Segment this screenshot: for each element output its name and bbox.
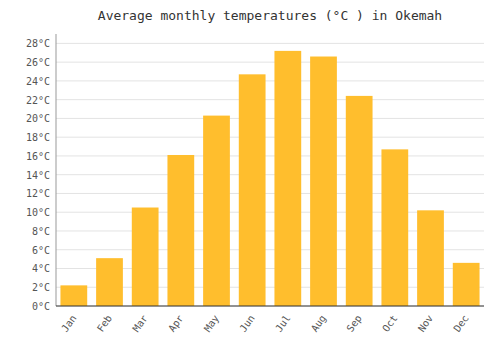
y-tick-label: 2°C <box>32 282 50 293</box>
bar <box>132 208 159 306</box>
grid-line <box>56 137 484 138</box>
y-tick-label: 18°C <box>26 132 50 143</box>
bar <box>381 149 408 306</box>
grid <box>56 43 484 306</box>
grid-line <box>56 80 484 81</box>
grid-line <box>56 174 484 175</box>
bar <box>274 51 301 306</box>
x-tick-label: Jan <box>59 313 78 334</box>
y-tick-label: 10°C <box>26 207 50 218</box>
x-tick-label: Apr <box>166 313 185 334</box>
grid-line <box>56 99 484 100</box>
bar <box>239 74 266 306</box>
x-tick-label: Feb <box>95 313 114 334</box>
y-tick-label: 6°C <box>32 245 50 256</box>
grid-line <box>56 62 484 63</box>
x-tick-label: Dec <box>451 313 470 334</box>
y-tick-label: 28°C <box>26 38 50 49</box>
bar <box>96 258 123 306</box>
bar <box>417 210 444 306</box>
bar <box>310 57 337 306</box>
bars <box>60 51 479 306</box>
x-tick-label: Oct <box>380 313 399 334</box>
x-tick-label: Mar <box>130 313 149 334</box>
bar <box>167 155 194 306</box>
y-tick-label: 24°C <box>26 76 50 87</box>
bar <box>203 116 230 306</box>
y-tick-label: 12°C <box>26 188 50 199</box>
y-tick-label: 4°C <box>32 263 50 274</box>
y-tick-label: 16°C <box>26 151 50 162</box>
y-tick-label: 0°C <box>32 301 50 312</box>
x-tick-label: Aug <box>309 313 328 334</box>
title: Average monthly temperatures (°C ) in Ok… <box>98 8 442 23</box>
bar <box>453 263 480 306</box>
y-tick-label: 8°C <box>32 226 50 237</box>
grid-line <box>56 118 484 119</box>
y-tick-label: 20°C <box>26 113 50 124</box>
grid-line <box>56 155 484 156</box>
x-tick-label: Nov <box>416 313 435 334</box>
x-tick-label: Sep <box>344 313 363 334</box>
x-axis-line <box>56 306 484 307</box>
x-tick-label: Jul <box>273 313 292 334</box>
chart: Average monthly temperatures (°C ) in Ok… <box>0 0 500 350</box>
bar <box>346 96 373 306</box>
y-axis-line <box>56 34 57 306</box>
grid-line <box>56 43 484 44</box>
bar <box>60 285 87 306</box>
grid-line <box>56 306 484 307</box>
x-tick-label: Jun <box>237 313 256 334</box>
y-tick-label: 14°C <box>26 170 50 181</box>
y-tick-label: 26°C <box>26 57 50 68</box>
chart-container: Average monthly temperatures (°C ) in Ok… <box>0 0 500 350</box>
grid-line <box>56 193 484 194</box>
y-tick-label: 22°C <box>26 95 50 106</box>
x-tick-label: May <box>202 313 221 334</box>
